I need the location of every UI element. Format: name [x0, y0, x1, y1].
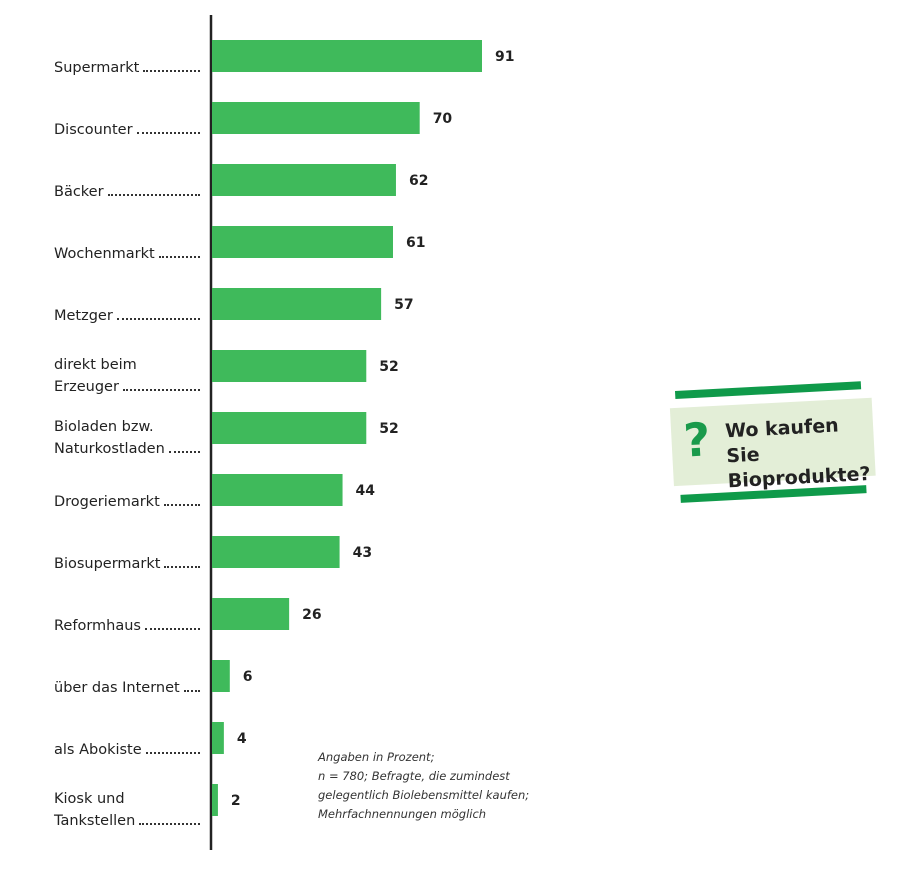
category-label: Kiosk und Tankstellen [54, 788, 204, 832]
data-label: 57 [394, 297, 413, 313]
category-label-text: als Abokiste [54, 742, 142, 758]
bar [212, 598, 290, 630]
bar [212, 784, 218, 816]
leader-dots [143, 70, 200, 72]
leader-dots [163, 504, 200, 506]
category-label-text: Naturkostladen [54, 441, 165, 457]
data-label: 52 [379, 421, 398, 437]
category-label-text: über das Internet [54, 680, 180, 696]
data-label: 2 [231, 793, 241, 809]
data-label: 43 [353, 545, 372, 561]
leader-dots [183, 690, 200, 692]
leader-dots [116, 318, 200, 320]
bar [212, 226, 393, 258]
bar [212, 412, 367, 444]
category-label: Metzger [54, 305, 204, 327]
category-label-text: Erzeuger [54, 379, 119, 395]
category-label-text: Wochenmarkt [54, 246, 155, 262]
question-mark-icon: ? [682, 412, 712, 468]
bar [212, 164, 396, 196]
data-label: 52 [379, 359, 398, 375]
bar [212, 660, 230, 692]
category-label-text: Biosupermarkt [54, 556, 161, 572]
data-label: 91 [495, 49, 514, 65]
category-label: Supermarkt [54, 57, 204, 79]
bar [212, 288, 382, 320]
category-label: Wochenmarkt [54, 243, 204, 265]
footnote-line: Mehrfachnennungen möglich [318, 807, 487, 821]
bar [212, 40, 482, 72]
category-label-text: Tankstellen [54, 813, 136, 829]
category-label-text: Discounter [54, 122, 133, 138]
footnote-line: n = 780; Befragte, die zumindest [318, 769, 510, 783]
category-label: Reformhaus [54, 615, 204, 637]
category-label-text: Supermarkt [54, 60, 140, 76]
footnote-line: gelegentlich Biolebensmittel kaufen; [318, 788, 530, 802]
leader-dots [164, 566, 200, 568]
category-label-text: direkt beim [54, 357, 137, 373]
category-label: über das Internet [54, 677, 204, 699]
bar [212, 722, 224, 754]
footnote: Angaben in Prozent; n = 780; Befragte, d… [318, 748, 529, 824]
data-label: 44 [356, 483, 376, 499]
data-label: 4 [237, 731, 247, 747]
leader-dots [107, 194, 200, 196]
category-label: Drogeriemarkt [54, 491, 204, 513]
category-label: Discounter [54, 119, 204, 141]
bar [212, 536, 340, 568]
badge-card: ? Wo kaufen Sie Bioprodukte? [669, 397, 876, 492]
bar [212, 350, 367, 382]
leader-dots [158, 256, 200, 258]
category-label-text: Kiosk und [54, 791, 125, 807]
category-label: direkt beim Erzeuger [54, 354, 204, 398]
leader-dots [144, 628, 200, 630]
category-label: als Abokiste [54, 739, 204, 761]
leader-dots [136, 132, 200, 134]
category-label-text: Drogeriemarkt [54, 494, 160, 510]
data-label: 6 [243, 669, 253, 685]
data-label: 62 [409, 173, 428, 189]
data-label: 61 [406, 235, 425, 251]
leader-dots [139, 823, 200, 825]
category-label: Bäcker [54, 181, 204, 203]
bar [212, 474, 343, 506]
category-label-text: Reformhaus [54, 618, 141, 634]
badge-title-line: Wo kaufen Sie [724, 414, 840, 468]
data-label: 70 [433, 111, 453, 127]
category-label-text: Bäcker [54, 184, 104, 200]
leader-dots [168, 451, 200, 453]
category-label-text: Metzger [54, 308, 113, 324]
title-badge: ? Wo kaufen Sie Bioprodukte? [669, 381, 876, 511]
bar [212, 102, 420, 134]
leader-dots [122, 389, 200, 391]
category-label: Bioladen bzw. Naturkostladen [54, 416, 204, 460]
leader-dots [145, 752, 200, 754]
category-label-text: Bioladen bzw. [54, 419, 154, 435]
category-label: Biosupermarkt [54, 553, 204, 575]
data-label: 26 [302, 607, 321, 623]
footnote-line: Angaben in Prozent; [318, 750, 435, 764]
